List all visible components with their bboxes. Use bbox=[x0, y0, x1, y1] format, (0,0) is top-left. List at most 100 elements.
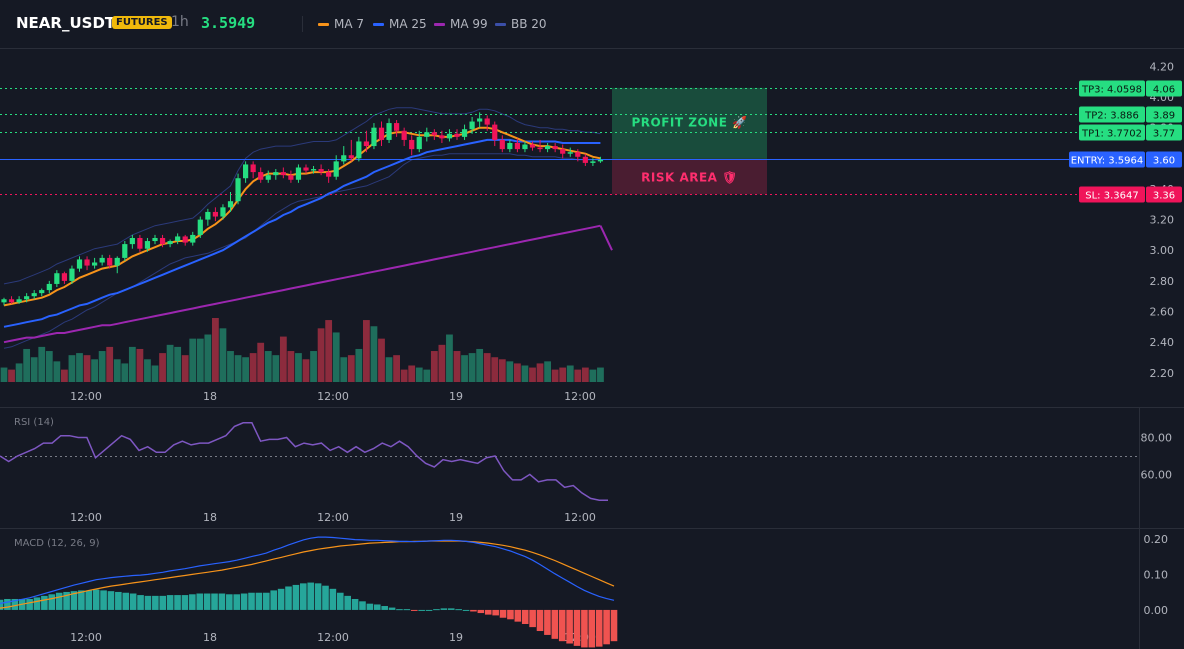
candle-body bbox=[454, 133, 460, 137]
macd-histogram-bar bbox=[85, 590, 93, 610]
level-tag-tp3 bbox=[1079, 80, 1145, 97]
volume-bar bbox=[589, 369, 597, 382]
macd-histogram-bar bbox=[492, 609, 499, 616]
macd-histogram-bar bbox=[314, 583, 322, 610]
volume-bar bbox=[196, 338, 204, 382]
volume-bar bbox=[506, 361, 514, 382]
level-label-tp1: TP1: 3.7702 bbox=[1081, 129, 1142, 140]
price-tick-label: 3.00 bbox=[1150, 244, 1175, 257]
volume-bar bbox=[355, 348, 363, 382]
candle-body bbox=[235, 178, 241, 202]
volume-bar bbox=[8, 369, 15, 382]
macd-histogram-bar bbox=[418, 609, 425, 611]
macd-histogram-bar bbox=[218, 593, 226, 610]
volume-bar bbox=[491, 357, 499, 382]
price-tick-label: 2.60 bbox=[1150, 306, 1175, 319]
time-label-macd: 18 bbox=[203, 631, 217, 644]
legend-swatch-ma25 bbox=[373, 23, 384, 26]
candle-body bbox=[394, 123, 400, 131]
legend-swatch-bb20 bbox=[495, 23, 506, 26]
macd-histogram-bar bbox=[33, 597, 41, 610]
volume-bar bbox=[498, 359, 506, 382]
volume-bar bbox=[15, 363, 23, 382]
candle-body bbox=[144, 241, 151, 249]
last-price: 3.5949 bbox=[201, 14, 256, 32]
price-tick-label: 2.40 bbox=[1150, 336, 1175, 349]
candle-body bbox=[424, 132, 430, 137]
candle-body bbox=[273, 172, 279, 176]
volume-bar bbox=[597, 367, 604, 382]
candle-body bbox=[175, 236, 181, 242]
macd-histogram-bar bbox=[174, 595, 181, 610]
header-divider bbox=[302, 16, 303, 32]
volume-bar bbox=[302, 359, 310, 382]
candle-body bbox=[303, 167, 309, 171]
ma99-line bbox=[3, 224, 601, 344]
macd-histogram-bar bbox=[410, 609, 418, 611]
level-tag-tp1 bbox=[1079, 124, 1145, 141]
macd-histogram-bar bbox=[521, 609, 529, 624]
volume-bar bbox=[453, 351, 461, 382]
macd-histogram-bar bbox=[63, 591, 70, 610]
volume-bar bbox=[476, 348, 484, 382]
legend-bb20[interactable]: BB 20 bbox=[495, 17, 547, 31]
volume-bar bbox=[151, 365, 159, 382]
symbol-name[interactable]: NEAR_USDT bbox=[16, 14, 116, 32]
volume-bar bbox=[234, 355, 242, 382]
macd-histogram-bar bbox=[144, 595, 152, 610]
candle-body bbox=[24, 296, 30, 300]
volume-bar bbox=[310, 351, 317, 382]
axis-tag-entry bbox=[1146, 151, 1182, 168]
legend-ma25[interactable]: MA 25 bbox=[373, 17, 427, 31]
timeframe-label[interactable]: 1h bbox=[171, 14, 189, 30]
macd-histogram-bar bbox=[603, 609, 610, 645]
macd-histogram-bar bbox=[381, 606, 388, 610]
candle-body bbox=[597, 159, 604, 162]
candle-body bbox=[265, 175, 271, 180]
candle-body bbox=[575, 152, 581, 157]
rsi-title: RSI (14) bbox=[14, 417, 54, 428]
candle-body bbox=[92, 262, 98, 266]
macd-histogram-bar bbox=[322, 585, 329, 610]
rsi-tick-label: 60.00 bbox=[1141, 468, 1173, 481]
ma99-projection bbox=[599, 225, 613, 251]
macd-histogram-bar bbox=[226, 594, 233, 610]
volume-bar bbox=[438, 344, 446, 382]
candle-body bbox=[477, 118, 483, 122]
candle-body bbox=[514, 142, 520, 150]
macd-histogram-bar bbox=[433, 609, 440, 611]
candle-body bbox=[363, 141, 369, 147]
legend-label-ma25: MA 25 bbox=[389, 17, 427, 31]
macd-histogram-bar bbox=[558, 609, 566, 642]
volume-bar bbox=[461, 355, 468, 382]
candle-body bbox=[84, 259, 90, 266]
candle-body bbox=[227, 201, 234, 208]
candle-body bbox=[99, 257, 105, 263]
volume-bar bbox=[566, 365, 574, 382]
legend-ma7[interactable]: MA 7 bbox=[318, 17, 364, 31]
legend-ma99[interactable]: MA 99 bbox=[434, 17, 488, 31]
volume-bar bbox=[514, 363, 521, 382]
candle-body bbox=[107, 257, 113, 266]
macd-line bbox=[0, 536, 615, 605]
risk-zone bbox=[612, 158, 767, 195]
time-label-rsi: 12:00 bbox=[317, 511, 349, 524]
volume-bar bbox=[393, 355, 400, 382]
candle-body bbox=[378, 127, 385, 140]
candle-body bbox=[295, 167, 302, 180]
volume-bar bbox=[363, 320, 370, 382]
macd-histogram-bar bbox=[440, 608, 448, 610]
macd-histogram-bar bbox=[100, 590, 107, 610]
candle-body bbox=[529, 144, 536, 148]
macd-tick-label: 0.20 bbox=[1144, 533, 1169, 546]
macd-histogram-bar bbox=[248, 592, 255, 610]
macd-histogram-bar bbox=[166, 595, 174, 610]
volume-bar bbox=[53, 361, 61, 382]
volume-bar bbox=[113, 359, 121, 382]
macd-histogram-bar bbox=[499, 609, 507, 618]
legend-label-bb20: BB 20 bbox=[511, 17, 547, 31]
axis-tag-tp1 bbox=[1146, 124, 1182, 141]
volume-bar bbox=[257, 342, 265, 382]
price-tick-label: 2.80 bbox=[1150, 275, 1175, 288]
